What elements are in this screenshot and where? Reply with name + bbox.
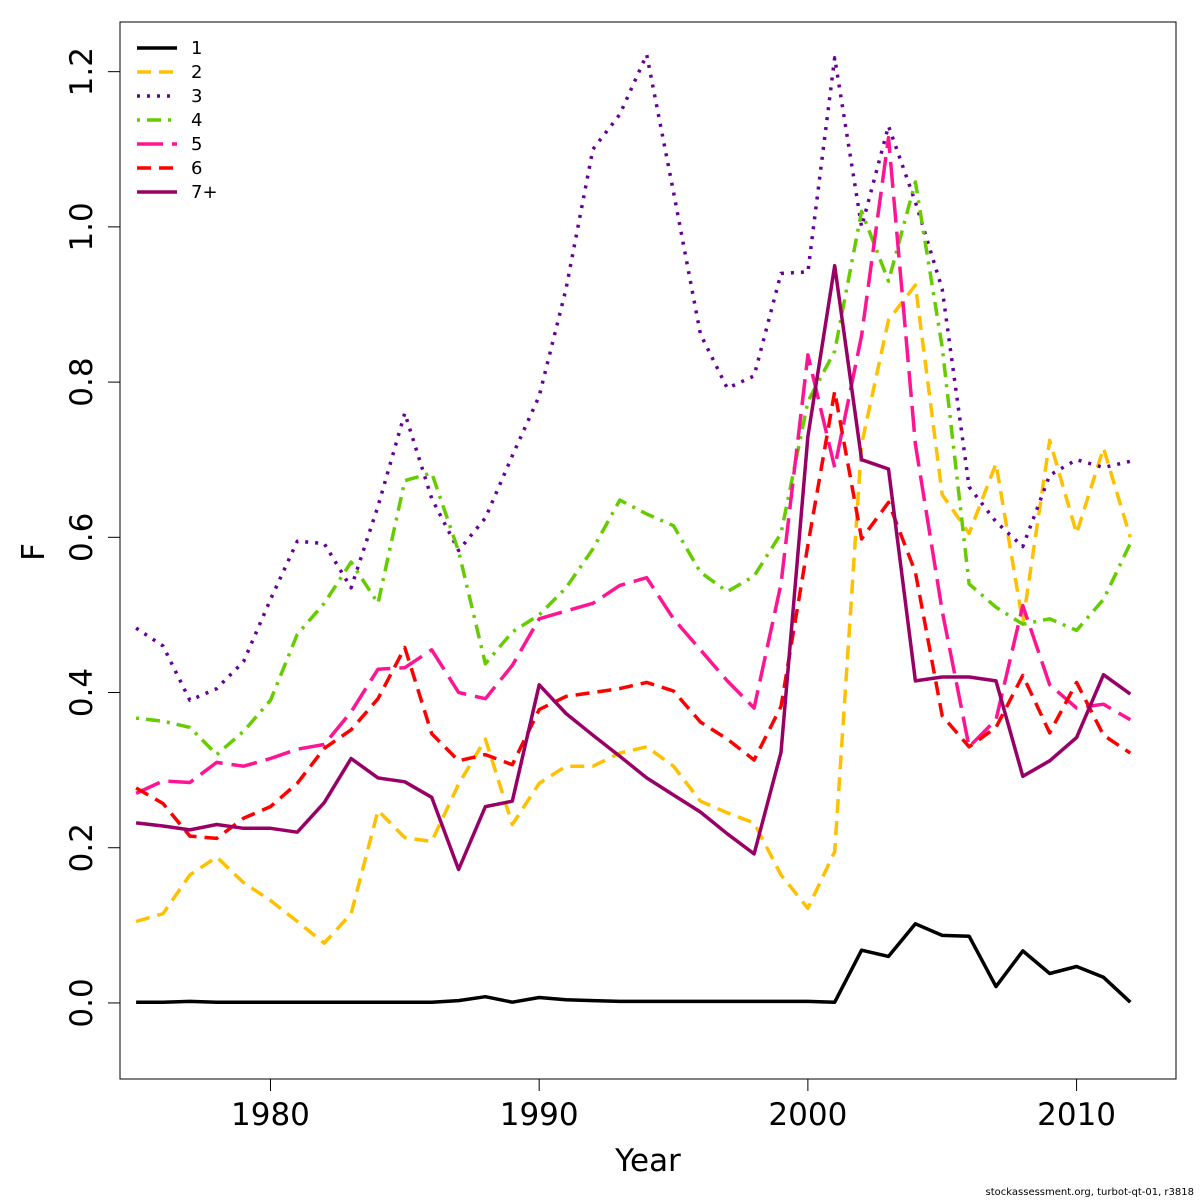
legend: 1 2 3 4 5 6 7+ bbox=[137, 38, 218, 203]
series-line-5 bbox=[135, 135, 1132, 795]
series-lines bbox=[135, 52, 1132, 1004]
y-tick-label: 0.8 bbox=[64, 357, 100, 406]
legend-label: 4 bbox=[191, 110, 202, 131]
x-axis-label: Year bbox=[614, 1143, 681, 1179]
y-axis: 0.0 0.2 0.4 0.6 0.8 1.0 1.2 bbox=[64, 47, 120, 1028]
legend-label: 7+ bbox=[191, 182, 218, 203]
x-tick-label: 2000 bbox=[768, 1097, 847, 1133]
y-tick-label: 1.0 bbox=[64, 202, 100, 251]
x-axis: 1980 1990 2000 2010 bbox=[231, 1079, 1116, 1133]
x-tick-label: 1980 bbox=[231, 1097, 310, 1133]
y-tick-label: 0.0 bbox=[64, 978, 100, 1027]
y-tick-label: 1.2 bbox=[64, 47, 100, 96]
y-tick-label: 0.2 bbox=[64, 823, 100, 872]
x-tick-label: 2010 bbox=[1037, 1097, 1116, 1133]
series-line-4 bbox=[135, 180, 1132, 757]
legend-label: 2 bbox=[191, 62, 202, 83]
series-line-2 bbox=[135, 283, 1132, 945]
legend-label: 1 bbox=[191, 38, 202, 59]
y-tick-label: 0.4 bbox=[64, 668, 100, 717]
x-tick-label: 1990 bbox=[500, 1097, 579, 1133]
credit-text: stockassessment.org, turbot-qt-01, r3818 bbox=[985, 1187, 1194, 1198]
series-line-6 bbox=[135, 389, 1132, 841]
legend-label: 5 bbox=[191, 134, 202, 155]
series-line-1 bbox=[136, 922, 1132, 1004]
legend-label: 3 bbox=[191, 86, 202, 107]
series-line-3 bbox=[135, 52, 1131, 703]
y-tick-label: 0.6 bbox=[64, 513, 100, 562]
series-line-7 bbox=[135, 263, 1132, 872]
y-axis-label: F bbox=[16, 543, 52, 561]
plot-frame bbox=[119, 21, 1177, 1080]
legend-label: 6 bbox=[191, 158, 202, 179]
